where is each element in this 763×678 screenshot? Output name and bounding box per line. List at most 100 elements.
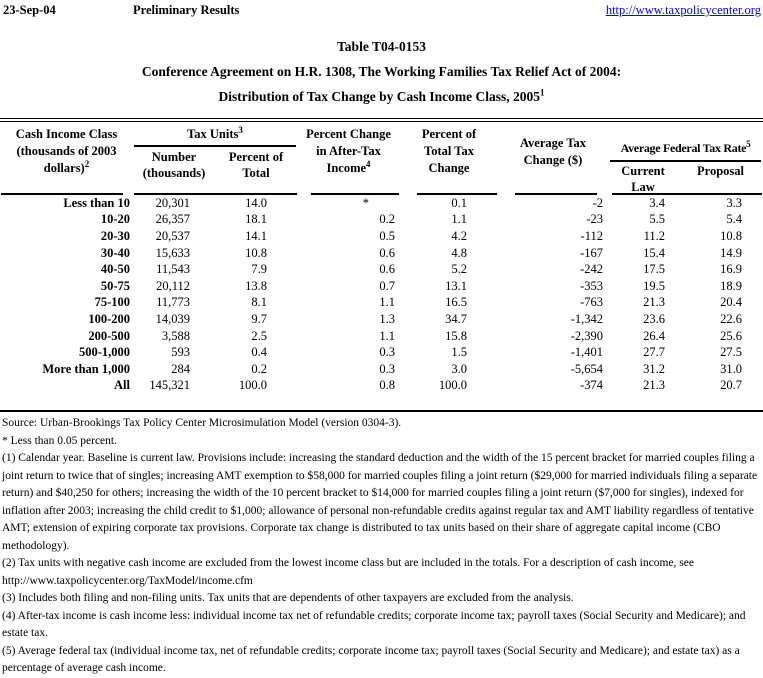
value-cell: -374 xyxy=(580,378,603,393)
value-cell: 14,039 xyxy=(155,311,190,326)
income-class-cell: More than 1,000 xyxy=(42,361,130,376)
income-class-cell: 40-50 xyxy=(100,262,130,277)
value-cell: -2,390 xyxy=(570,328,603,343)
table-row: 20-30 20,537 14.1 0.5 4.2 -112 11.2 10.8 xyxy=(0,228,763,245)
tax-table: Cash Income Class (thousands of 2003 dol… xyxy=(0,118,763,413)
value-cell: 100.0 xyxy=(438,378,467,393)
value-cell: -167 xyxy=(580,245,603,260)
value-cell: 15,633 xyxy=(155,245,190,260)
value-cell: 31.2 xyxy=(643,361,665,376)
top-header-bar: 23-Sep-04 Preliminary Results http://www… xyxy=(0,0,763,22)
footnotes: Source: Urban-Brookings Tax Policy Cente… xyxy=(0,415,763,678)
value-cell: 1.1 xyxy=(379,328,395,343)
value-cell: 4.8 xyxy=(451,245,467,260)
value-cell: 8.1 xyxy=(251,295,267,310)
value-cell: 27.7 xyxy=(643,345,665,360)
taxpolicycenter-link[interactable]: http://www.taxpolicycenter.org xyxy=(605,3,761,17)
value-cell: 0.2 xyxy=(379,212,395,227)
value-cell: 20.7 xyxy=(720,378,742,393)
header-pct-of-total-tax-change: Percent of Total Tax Change xyxy=(400,122,498,195)
footnote: (5) Average federal tax (individual inco… xyxy=(2,644,740,675)
income-class-cell: 100-200 xyxy=(88,311,130,326)
footnote: (2) Tax units with negative cash income … xyxy=(2,557,694,587)
value-cell: 20,112 xyxy=(156,278,190,293)
income-class-cell: 200-500 xyxy=(88,328,130,343)
footnote-ref-1: 1 xyxy=(539,87,545,98)
value-cell: 0.6 xyxy=(379,245,395,260)
value-cell: 1.3 xyxy=(379,311,395,326)
header-number-thousands: Number (thousands) xyxy=(142,150,206,180)
value-cell: -1,401 xyxy=(570,345,603,360)
header-current-law: Current Law xyxy=(621,164,665,194)
income-class-cell: 50-75 xyxy=(100,278,130,293)
footnote: (3) Includes both filing and non-filing … xyxy=(2,592,574,605)
value-cell: 10.8 xyxy=(720,228,742,243)
value-cell: 13.8 xyxy=(245,278,267,293)
header-average-federal-tax-rate: Average Federal Tax Rate5 xyxy=(610,122,761,162)
table-row: 40-50 11,543 7.9 0.6 5.2 -242 17.5 16.9 xyxy=(0,261,763,278)
table-distribution-title: Distribution of Tax Change by Cash Incom… xyxy=(218,87,545,104)
value-cell: 3,588 xyxy=(161,328,190,343)
value-cell: 0.7 xyxy=(379,278,395,293)
value-cell: 13.1 xyxy=(445,278,467,293)
value-cell: 1.5 xyxy=(451,345,467,360)
value-cell: 10.8 xyxy=(245,245,267,260)
value-cell: 5.2 xyxy=(451,262,467,277)
value-cell: -112 xyxy=(580,228,603,243)
footnote-ref-5: 5 xyxy=(746,139,751,149)
value-cell: 593 xyxy=(171,345,190,360)
value-cell: 0.5 xyxy=(379,228,395,243)
table-subject-title: Conference Agreement on H.R. 1308, The W… xyxy=(141,64,622,79)
value-cell: 5.4 xyxy=(726,212,742,227)
value-cell: 21.3 xyxy=(643,378,665,393)
header-pct-change-after-tax-income: Percent Change in After-Tax Income4 xyxy=(297,122,400,195)
table-row: Less than 10 20,301 14.0 * 0.1 -2 3.4 3.3 xyxy=(0,195,763,212)
value-cell: 20.4 xyxy=(720,295,742,310)
value-cell: 15.4 xyxy=(643,245,665,260)
value-cell: 20,537 xyxy=(155,228,190,243)
value-cell: 0.4 xyxy=(251,345,267,360)
preliminary-results-label: Preliminary Results xyxy=(133,3,240,17)
value-cell: 7.9 xyxy=(251,262,267,277)
value-cell: 19.5 xyxy=(643,278,665,293)
value-cell: 25.6 xyxy=(720,328,742,343)
header-group-tax-units: Tax Units3 Number (thousands) Percent of… xyxy=(133,122,297,195)
value-cell: 26.4 xyxy=(643,328,665,343)
table-row: More than 1,000 284 0.2 0.3 3.0 -5,654 31.2 31.… xyxy=(0,361,763,378)
value-cell: 0.3 xyxy=(379,361,395,376)
value-cell: 0.2 xyxy=(251,361,267,376)
value-cell: -1,342 xyxy=(570,311,603,326)
value-cell: -23 xyxy=(586,212,603,227)
value-cell: 0.6 xyxy=(379,262,395,277)
header-group-average-federal-tax-rate: Average Federal Tax Rate5 Current Law Pr… xyxy=(608,122,763,195)
value-cell: 4.2 xyxy=(451,228,467,243)
value-cell: 31.0 xyxy=(720,361,742,376)
value-cell: 18.1 xyxy=(245,212,267,227)
value-cell: 284 xyxy=(171,361,190,376)
value-cell: 11.2 xyxy=(643,228,665,243)
table-number-title: Table T04-0153 xyxy=(337,39,426,54)
income-class-cell: 30-40 xyxy=(100,245,130,260)
table-row: 10-20 26,357 18.1 0.2 1.1 -23 5.5 5.4 xyxy=(0,212,763,229)
value-cell: 1.1 xyxy=(379,295,395,310)
table-row: 30-40 15,633 10.8 0.6 4.8 -167 15.4 14.9 xyxy=(0,245,763,262)
value-cell: 9.7 xyxy=(251,311,267,326)
value-cell: 100.0 xyxy=(238,378,267,393)
value-cell: 0.3 xyxy=(379,345,395,360)
header-percent-of-total: Percent of Total xyxy=(228,150,284,180)
value-cell: 14.1 xyxy=(245,228,267,243)
value-cell: 3.4 xyxy=(649,195,665,210)
table-row: 100-200 14,039 9.7 1.3 34.7 -1,342 23.6 22.6 xyxy=(0,311,763,328)
footnote: * Less than 0.05 percent. xyxy=(2,434,117,447)
income-class-cell: 500-1,000 xyxy=(78,345,130,360)
value-cell: 16.5 xyxy=(445,295,467,310)
value-cell: 26,357 xyxy=(155,212,190,227)
value-cell: 16.9 xyxy=(720,262,742,277)
income-class-cell: 20-30 xyxy=(100,228,130,243)
income-class-cell: Less than 10 xyxy=(63,195,130,210)
value-cell: 22.6 xyxy=(720,311,742,326)
footnote-ref-4: 4 xyxy=(366,158,371,169)
income-class-cell: 10-20 xyxy=(100,212,130,227)
value-cell: -763 xyxy=(580,295,603,310)
value-cell: * xyxy=(362,195,369,210)
